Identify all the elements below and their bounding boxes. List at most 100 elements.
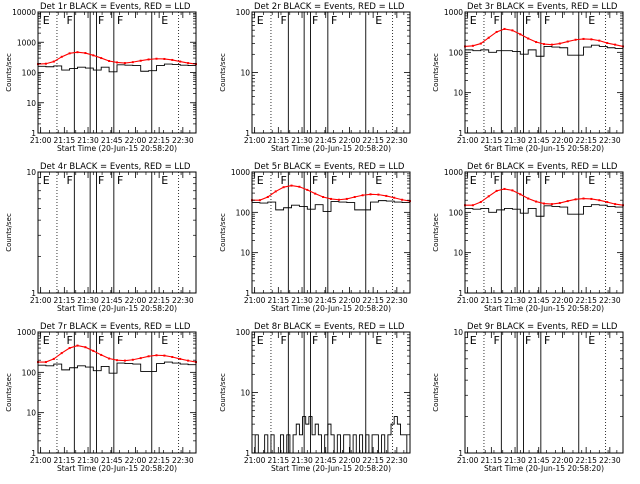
flag-label: E (257, 334, 264, 347)
y-tick-label: 1 (245, 129, 250, 138)
series-point (76, 344, 79, 347)
y-tick-label: 1000 (231, 168, 250, 177)
y-axis-label: Counts/sec (5, 213, 13, 252)
series-point (543, 43, 545, 46)
y-tick-label: 1 (31, 449, 36, 458)
series-point (503, 187, 506, 190)
series-point (353, 195, 356, 198)
series-point (123, 62, 126, 65)
y-tick-label: 1 (458, 289, 463, 298)
x-tick-label: 22:30 (172, 136, 194, 145)
flag-label: F (280, 334, 286, 347)
series-point (147, 58, 150, 61)
x-tick-label: 22:00 (552, 136, 574, 145)
x-axis-label: Start Time (20-Jun-15 20:58:20) (484, 144, 604, 153)
x-tick-label: 22:15 (362, 136, 384, 145)
series-point (590, 197, 593, 200)
series-point (401, 198, 404, 201)
series-point (511, 29, 514, 32)
series-point (495, 189, 498, 192)
x-tick-label: 22:30 (172, 456, 194, 465)
series-point (598, 39, 601, 42)
x-tick-label: 21:45 (101, 136, 123, 145)
series-point (519, 193, 522, 196)
x-tick-label: 21:45 (528, 296, 550, 305)
series-point (471, 204, 474, 207)
x-axis-label: Start Time (20-Jun-15 20:58:20) (57, 304, 177, 313)
plot-frame (464, 171, 624, 294)
y-tick-label: 1 (458, 449, 463, 458)
x-axis-label: Start Time (20-Jun-15 20:58:20) (57, 464, 177, 473)
flag-label: F (66, 334, 72, 347)
series-point (84, 52, 87, 55)
flag-label: F (66, 174, 72, 187)
plot-frame (251, 11, 411, 134)
series-point (558, 42, 561, 45)
flag-label: F (280, 174, 286, 187)
x-axis-label: Start Time (20-Jun-15 20:58:20) (271, 144, 391, 153)
panel-title: Det 8r BLACK = Events, RED = LLD (254, 322, 405, 332)
series-point (322, 195, 325, 198)
x-tick-label: 22:30 (599, 296, 621, 305)
plot-frame (464, 331, 624, 454)
series-point (108, 59, 111, 62)
series-point (131, 61, 134, 64)
y-tick-label: 100 (22, 69, 37, 78)
series-point (52, 357, 55, 360)
y-axis-label: Counts/sec (432, 53, 440, 92)
y-tick-label: 100 (236, 8, 251, 17)
series-point (511, 189, 514, 192)
y-tick-label: 1000 (444, 8, 463, 17)
flag-label: F (117, 14, 123, 27)
x-tick-label: 21:30 (77, 296, 99, 305)
y-tick-label: 1 (245, 449, 250, 458)
x-tick-label: 22:30 (172, 296, 194, 305)
series-point (487, 195, 490, 198)
x-tick-label: 21:45 (528, 136, 550, 145)
flag-label: E (470, 174, 477, 187)
y-axis-label: Counts/sec (432, 213, 440, 252)
series-point (100, 353, 103, 356)
series-point (139, 357, 142, 360)
y-tick-label: 1 (245, 289, 250, 298)
series-line-events (465, 44, 624, 57)
y-tick-label: 100 (22, 368, 37, 377)
series-point (385, 194, 388, 197)
series-point (471, 44, 474, 47)
x-tick-label: 21:45 (101, 456, 123, 465)
flag-label: E (43, 334, 50, 347)
x-tick-label: 21:30 (504, 136, 526, 145)
x-tick-label: 21:45 (315, 456, 337, 465)
y-tick-label: 10 (240, 69, 250, 78)
series-point (116, 61, 118, 64)
x-tick-label: 21:00 (30, 456, 52, 465)
panel-title: Det 5r BLACK = Events, RED = LLD (254, 162, 405, 172)
y-axis-label: Counts/sec (219, 53, 227, 92)
x-tick-label: 22:15 (575, 296, 597, 305)
y-tick-label: 1 (31, 289, 36, 298)
series-point (92, 349, 95, 352)
x-tick-label: 21:30 (291, 296, 313, 305)
plot-frame (37, 331, 197, 454)
panel-title: Det 1r BLACK = Events, RED = LLD (40, 2, 191, 12)
x-tick-label: 22:15 (362, 456, 384, 465)
x-tick-label: 21:00 (457, 136, 479, 145)
series-point (614, 43, 617, 46)
series-point (92, 54, 95, 57)
y-axis-label: Counts/sec (5, 373, 13, 412)
flag-label: F (544, 174, 550, 187)
series-point (606, 201, 609, 204)
y-tick-label: 100 (236, 208, 251, 217)
y-tick-label: 10 (240, 389, 250, 398)
x-tick-label: 21:00 (30, 296, 52, 305)
flag-label: F (312, 14, 318, 27)
y-tick-label: 100 (449, 208, 464, 217)
x-tick-label: 21:00 (244, 456, 266, 465)
series-point (330, 197, 332, 200)
y-tick-label: 1000 (17, 38, 36, 47)
